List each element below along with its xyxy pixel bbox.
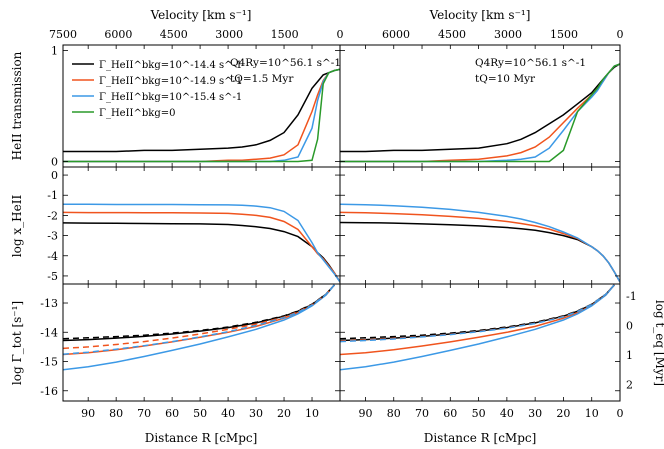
y-tick-label: -13 xyxy=(40,297,58,310)
annotation-t-left: tQ=1.5 Myr xyxy=(230,73,294,85)
distance-tick-label: 60 xyxy=(443,407,457,420)
frame-gamma-left xyxy=(62,283,341,402)
velocity-tick-label: 0 xyxy=(337,28,344,41)
left-log-Gamma-tot-series-4 xyxy=(63,284,335,340)
velocity-tick-label: 4500 xyxy=(438,28,466,41)
legend: Γ_HeII^bkg=10^-14.4 s^-1 Γ_HeII^bkg=10^-… xyxy=(72,60,242,119)
velocity-tick-label: 4500 xyxy=(160,28,188,41)
y-tick-label: -3 xyxy=(47,230,58,243)
y-tick-label: -14 xyxy=(40,326,58,339)
teq-tick-label: 1 xyxy=(626,349,633,362)
ylabel-transmission: HeII transmission xyxy=(10,51,24,160)
distance-tick-label: 20 xyxy=(277,407,291,420)
right-curves xyxy=(340,63,620,371)
y-tick-label: -2 xyxy=(47,209,58,222)
velocity-tick-label: 1500 xyxy=(271,28,299,41)
right-transmission-series-4 xyxy=(340,63,620,163)
y-tick-label: -4 xyxy=(47,250,58,263)
annotation-t-right: tQ=10 Myr xyxy=(475,73,536,85)
y-tick-label: 0 xyxy=(51,155,58,168)
left-log-Gamma-tot-series-3 xyxy=(63,284,335,371)
velocity-tick-label: 6000 xyxy=(382,28,410,41)
distance-tick-label: 30 xyxy=(528,407,542,420)
distance-title-left: Distance R [cMpc] xyxy=(145,431,258,445)
velocity-tick-label: 7500 xyxy=(49,28,77,41)
distance-tick-label: 80 xyxy=(387,407,401,420)
teq-tick-label: 0 xyxy=(626,320,633,333)
distance-tick-label: 60 xyxy=(165,407,179,420)
right-log-xHeII-series-1 xyxy=(340,221,620,283)
velocity-title-right: Velocity [km s⁻¹] xyxy=(429,8,531,22)
distance-tick-label: 10 xyxy=(585,407,599,420)
y-tick-label: -5 xyxy=(47,270,58,283)
right-log-Gamma-tot-series-4 xyxy=(340,284,615,340)
left-log-Gamma-tot-series-6 xyxy=(63,284,335,355)
distance-tick-label: 10 xyxy=(305,407,319,420)
annotation-q-left: Q4Ry=10^56.1 s^-1 xyxy=(230,57,341,69)
ylabel-gamma: log Γ_tot [s⁻¹] xyxy=(10,301,24,385)
distance-tick-label: 20 xyxy=(556,407,570,420)
velocity-tick-label: 0 xyxy=(617,28,624,41)
legend-label-3: Γ_HeII^bkg=10^-15.4 s^-1 xyxy=(99,92,242,103)
distance-tick-label: 70 xyxy=(415,407,429,420)
distance-tick-label: 90 xyxy=(358,407,372,420)
y-tick-label: -15 xyxy=(40,356,58,369)
panel-frames xyxy=(62,44,621,402)
ylabel-teq: log t_eq [Myr] xyxy=(653,300,664,386)
right-log-xHeII-series-3 xyxy=(340,203,620,283)
y-tick-label: 1 xyxy=(51,45,58,58)
y-tick-label: -1 xyxy=(47,189,58,202)
distance-tick-label: 70 xyxy=(137,407,151,420)
legend-label-2: Γ_HeII^bkg=10^-14.9 s^-1 xyxy=(99,76,242,87)
distance-title-right: Distance R [cMpc] xyxy=(424,431,537,445)
left-transmission-series-1 xyxy=(63,68,340,153)
left-log-xHeII-series-3 xyxy=(63,203,340,283)
velocity-tick-label: 3000 xyxy=(494,28,522,41)
distance-tick-label: 30 xyxy=(249,407,263,420)
left-curves xyxy=(63,68,340,371)
distance-tick-label: 50 xyxy=(193,407,207,420)
velocity-tick-label: 6000 xyxy=(104,28,132,41)
left-log-xHeII-series-1 xyxy=(63,222,340,283)
left-transmission-series-4 xyxy=(63,68,340,163)
distance-tick-label: 50 xyxy=(472,407,486,420)
ylabel-xhe: log x_HeII xyxy=(10,195,24,258)
velocity-title-left: Velocity [km s⁻¹] xyxy=(150,8,252,22)
legend-label-1: Γ_HeII^bkg=10^-14.4 s^-1 xyxy=(99,60,242,71)
distance-tick-label: 90 xyxy=(81,407,95,420)
y-tick-label: -16 xyxy=(40,385,58,398)
right-log-Gamma-tot-series-3 xyxy=(340,284,615,371)
distance-tick-label: 40 xyxy=(221,407,235,420)
annotation-q-right: Q4Ry=10^56.1 s^-1 xyxy=(475,57,586,69)
frame-gamma-right xyxy=(339,283,621,402)
legend-label-4: Γ_HeII^bkg=0 xyxy=(99,108,175,119)
y-tick-label: 0 xyxy=(51,169,58,182)
velocity-tick-label: 1500 xyxy=(550,28,578,41)
distance-tick-label: 40 xyxy=(500,407,514,420)
right-log-Gamma-tot-series-6 xyxy=(340,284,615,343)
teq-tick-label: -1 xyxy=(626,290,637,303)
velocity-tick-label: 3000 xyxy=(215,28,243,41)
axis-ticks: 90 80 70 60 50 40 30 20 10 90 80 70 60 50 40 30 20 10 0750… xyxy=(40,28,636,420)
distance-tick-label: 0 xyxy=(617,407,624,420)
frame-xhe-left xyxy=(62,166,341,285)
teq-tick-label: 2 xyxy=(626,379,633,392)
distance-tick-label: 80 xyxy=(109,407,123,420)
